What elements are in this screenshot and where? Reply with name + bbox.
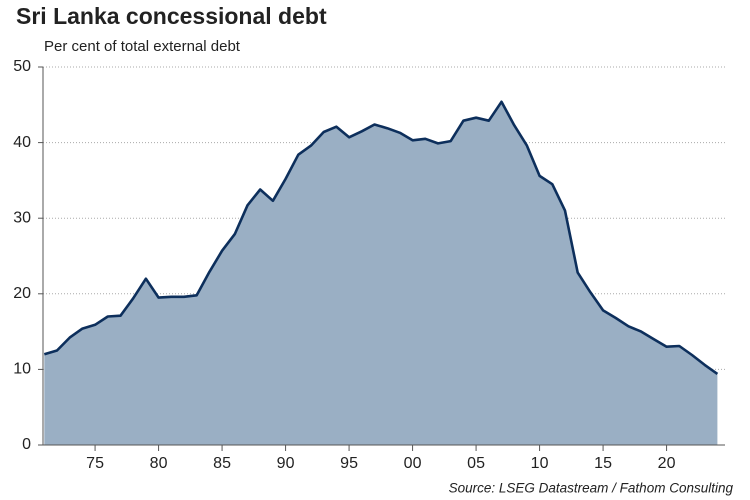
x-tick-label: 95 [340, 455, 358, 472]
y-tick-label: 10 [13, 361, 31, 378]
y-tick-label: 20 [13, 285, 31, 302]
y-tick-label: 50 [13, 58, 31, 75]
x-tick-label: 85 [213, 455, 231, 472]
x-tick-label: 20 [658, 455, 676, 472]
y-tick-label: 30 [13, 209, 31, 226]
chart-title: Sri Lanka concessional debt [16, 3, 327, 29]
x-tick-label: 10 [531, 455, 549, 472]
x-tick-label: 90 [277, 455, 295, 472]
y-tick-label: 0 [22, 436, 31, 453]
source-note: Source: LSEG Datastream / Fathom Consult… [449, 481, 734, 496]
area-fill [44, 101, 718, 446]
x-tick-label: 00 [404, 455, 422, 472]
area-line [43, 100, 719, 375]
x-tick-label: 05 [467, 455, 485, 472]
x-tick-label: 75 [86, 455, 104, 472]
x-tick-label: 15 [594, 455, 612, 472]
y-tick-label: 40 [13, 134, 31, 151]
x-tick-label: 80 [150, 455, 168, 472]
chart-subtitle: Per cent of total external debt [44, 38, 241, 55]
